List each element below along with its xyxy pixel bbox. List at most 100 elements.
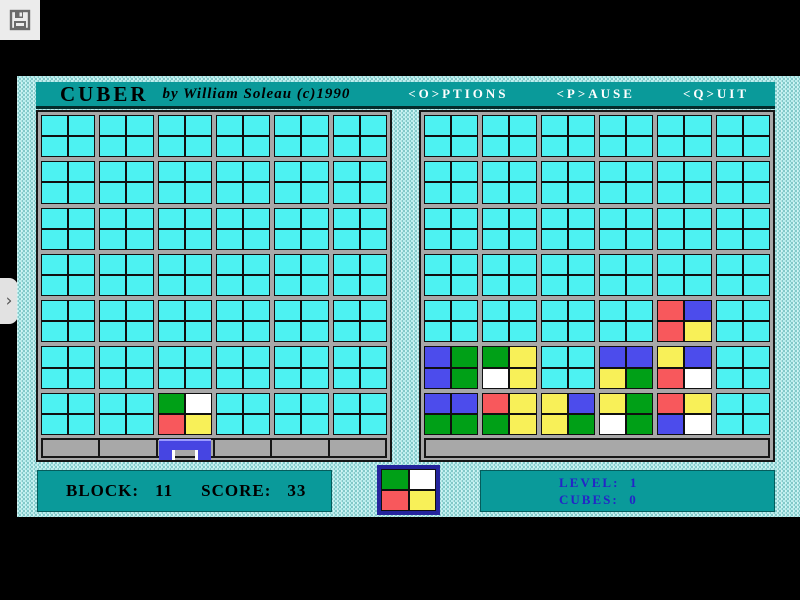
grid-cell-blue — [685, 347, 711, 367]
grid-cell-cyan — [425, 254, 451, 274]
grid-cell-cyan — [69, 116, 95, 136]
grid-cell-cyan — [127, 116, 153, 136]
block-value: 11 — [155, 481, 174, 500]
grid-cell-cyan — [100, 301, 126, 321]
menu-options[interactable]: <O>PTIONS — [408, 86, 509, 101]
cell-block — [424, 300, 479, 343]
grid-cell-yellow — [510, 414, 536, 434]
catcher-platform[interactable] — [159, 438, 212, 460]
grid-cell-cyan — [627, 116, 653, 136]
grid-cell-cyan — [627, 301, 653, 321]
grid-cell-cyan — [100, 116, 126, 136]
grid-cell-cyan — [360, 254, 386, 274]
cell-block — [715, 346, 770, 389]
grid-cell-cyan — [127, 229, 153, 249]
grid-cell-cyan — [244, 275, 270, 296]
grid-cell-cyan — [452, 301, 478, 321]
grid-cell-cyan — [185, 116, 211, 136]
play-grid-right — [419, 110, 775, 462]
grid-cell-cyan — [685, 229, 711, 249]
grid-cell-cyan — [158, 322, 184, 342]
save-button[interactable] — [0, 0, 40, 40]
grid-cell-cyan — [185, 183, 211, 203]
next-block-preview — [377, 465, 440, 515]
grid-cell-cyan — [185, 322, 211, 342]
grid-cell-cyan — [100, 229, 126, 249]
grid-cell-cyan — [425, 322, 451, 342]
menu-bar: <O>PTIONS <P>AUSE <Q>UIT — [408, 86, 749, 102]
grid-cell-cyan — [216, 301, 243, 321]
platform-gap — [172, 449, 199, 460]
grid-cell-cyan — [599, 208, 626, 228]
strip-segment — [155, 438, 213, 460]
grid-cell-cyan — [360, 229, 386, 249]
grid-cell-green — [425, 414, 451, 434]
cell-block — [274, 161, 329, 204]
menu-quit[interactable]: <Q>UIT — [682, 86, 749, 101]
cell-block — [715, 115, 770, 158]
grid-cell-cyan — [483, 116, 509, 136]
grid-cell-cyan — [127, 137, 153, 157]
grid-cell-cyan — [185, 301, 211, 321]
grid-cell-cyan — [127, 183, 153, 203]
menu-pause[interactable]: <P>AUSE — [556, 86, 635, 101]
grid-cell-cyan — [100, 254, 126, 274]
grid-cell-cyan — [244, 368, 270, 388]
grid-cell-cyan — [743, 393, 769, 413]
grid-cell-cyan — [599, 137, 626, 157]
grid-cell-cyan — [743, 229, 769, 249]
cell-block — [332, 300, 387, 343]
grid-cell-cyan — [510, 116, 536, 136]
cell-block — [332, 253, 387, 297]
grid-cell-cyan — [568, 137, 594, 157]
grid-cell-cyan — [360, 347, 386, 367]
cell-block — [424, 392, 479, 435]
grid-cell-cyan — [658, 137, 684, 157]
grid-cell-cyan — [685, 208, 711, 228]
grid-cell-cyan — [599, 183, 626, 203]
score-value: 33 — [287, 481, 307, 500]
grid-cell-blue — [452, 393, 478, 413]
grid-cell-cyan — [510, 254, 536, 274]
grid-cell-blue — [599, 347, 626, 367]
grid-cell-cyan — [275, 137, 301, 157]
grid-cell-cyan — [716, 162, 742, 182]
grid-cell-cyan — [100, 393, 126, 413]
grid-cell-cyan — [42, 162, 68, 182]
grid-cell-cyan — [627, 137, 653, 157]
grid-cell-cyan — [158, 347, 184, 367]
cell-block — [332, 207, 387, 250]
strip-segment — [212, 439, 270, 456]
grid-cell-cyan — [360, 116, 386, 136]
grid-cell-cyan — [100, 322, 126, 342]
grid-cell-cyan — [158, 162, 184, 182]
grid-cell-green — [452, 347, 478, 367]
grid-cell-yellow — [541, 393, 567, 413]
sidebar-expand-toggle[interactable]: › — [0, 278, 18, 324]
grid-cell-cyan — [42, 275, 68, 296]
grid-cell-yellow — [685, 322, 711, 342]
play-grid-left — [36, 110, 392, 462]
grid-cell-cyan — [452, 137, 478, 157]
grid-cell-cyan — [275, 208, 301, 228]
grid-cell-cyan — [158, 183, 184, 203]
grid-cell-cyan — [568, 183, 594, 203]
grid-cell-cyan — [216, 322, 243, 342]
title-bar: CUBER by William Soleau (c)1990 <O>PTION… — [36, 82, 775, 109]
cell-block — [482, 253, 537, 297]
grid-cell-cyan — [685, 275, 711, 296]
cell-block — [274, 346, 329, 389]
cell-block — [598, 300, 654, 343]
grid-cell-yellow — [599, 393, 626, 413]
grid-cell-cyan — [42, 414, 68, 434]
grid-cell-cyan — [743, 183, 769, 203]
grid-cell-cyan — [127, 368, 153, 388]
cell-block — [215, 253, 271, 297]
grid-cell-yellow — [541, 414, 567, 434]
grid-cell-cyan — [185, 229, 211, 249]
grid-cell-cyan — [158, 208, 184, 228]
grid-cell-cyan — [275, 414, 301, 434]
chevron-right-icon: › — [5, 291, 13, 311]
cell-block — [41, 253, 96, 297]
grid-cell-cyan — [360, 137, 386, 157]
